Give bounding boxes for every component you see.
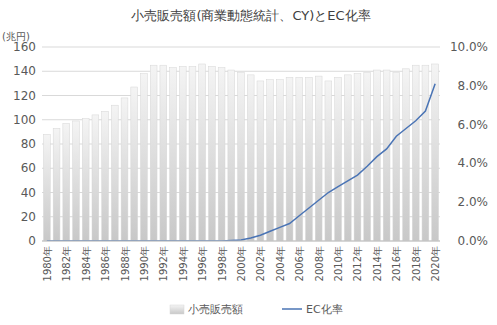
x-tick-label: 2012年 — [352, 246, 363, 281]
bar — [344, 75, 351, 241]
x-tick-label: 1980年 — [42, 246, 53, 281]
x-tick-label: 2008年 — [314, 246, 325, 281]
y2-tick — [440, 47, 443, 48]
x-tick-label: 1986年 — [100, 246, 111, 281]
bar — [82, 119, 89, 241]
bar — [208, 66, 215, 241]
marks — [43, 64, 438, 241]
bar — [218, 68, 225, 241]
bar — [43, 134, 50, 241]
y2-tick-label: 2.0% — [458, 195, 489, 209]
line — [47, 84, 435, 241]
x-tick-label: 2004年 — [275, 246, 286, 281]
bar — [170, 68, 177, 241]
bar — [403, 69, 410, 241]
x-tick-label: 2018年 — [411, 246, 422, 281]
y2-tick-label: 6.0% — [458, 118, 489, 132]
bar — [102, 111, 109, 241]
x-tick-label: 1992年 — [158, 246, 169, 281]
bar — [199, 64, 206, 241]
x-tick-label: 2014年 — [372, 246, 383, 281]
bar — [364, 72, 371, 241]
x-tick-label: 2006年 — [294, 246, 305, 281]
y2-tick-label: 4.0% — [458, 156, 489, 170]
x-tick-label: 1982年 — [61, 246, 72, 281]
y-tick-label: 120 — [13, 89, 36, 103]
bar — [325, 81, 332, 241]
y2-tick — [440, 124, 443, 125]
x-tick-label: 1998年 — [217, 246, 228, 281]
bar — [383, 70, 390, 241]
bar — [247, 75, 254, 241]
bar — [179, 66, 186, 241]
bar — [160, 65, 167, 241]
x-axis — [42, 241, 440, 242]
bar — [276, 80, 283, 241]
chart: 小売販売額(商業動態統計、CY)とEC化率(兆円)020406080100120… — [0, 0, 497, 325]
bar — [53, 128, 60, 241]
bar — [335, 77, 342, 241]
bar — [189, 66, 196, 241]
legend-label: 小売販売額 — [188, 303, 243, 316]
y-tick-label: 80 — [21, 137, 36, 151]
x-tick-label: 1996年 — [197, 246, 208, 281]
bar — [267, 80, 274, 241]
bar — [228, 70, 235, 241]
bar — [150, 65, 157, 241]
x-tick-label: 2010年 — [333, 246, 344, 281]
title: 小売販売額(商業動態統計、CY)とEC化率 — [131, 8, 370, 23]
bar — [111, 105, 118, 241]
y-tick-label: 40 — [21, 186, 36, 200]
y-tick-label: 60 — [21, 161, 36, 175]
y-tick-label: 0 — [28, 234, 36, 248]
x-tick-label: 1994年 — [178, 246, 189, 281]
x-tick-label: 2000年 — [236, 246, 247, 281]
x-tick-label: 2020年 — [430, 246, 441, 281]
y2-tick — [440, 241, 443, 242]
bar — [73, 121, 80, 241]
y-tick-label: 100 — [13, 113, 36, 127]
y-tick-label: 140 — [13, 64, 36, 78]
x-tick-label: 2016年 — [391, 246, 402, 281]
x-tick-label: 1990年 — [139, 246, 150, 281]
bar — [354, 74, 361, 241]
x-tick-label: 2002年 — [255, 246, 266, 281]
y2-tick-label: 0.0% — [458, 234, 489, 248]
bar — [141, 74, 148, 241]
y2-tick-label: 10.0% — [450, 40, 488, 54]
bar — [131, 87, 138, 241]
legend-swatch — [170, 305, 184, 314]
y2-tick-label: 8.0% — [458, 79, 489, 93]
y2-tick — [440, 202, 443, 203]
x-tick-label: 1988年 — [120, 246, 131, 281]
bar — [257, 81, 264, 241]
bar — [393, 72, 400, 241]
y-tick-label: 160 — [13, 40, 36, 54]
bar — [238, 72, 245, 241]
grid-line — [42, 47, 440, 48]
bar — [412, 65, 419, 241]
grid-line — [42, 241, 440, 242]
bar — [422, 65, 429, 241]
bar — [92, 115, 99, 241]
x-tick-label: 1984年 — [81, 246, 92, 281]
y2-tick — [440, 85, 443, 86]
bar — [286, 77, 293, 241]
bar — [306, 77, 313, 241]
y-tick-label: 20 — [21, 210, 36, 224]
legend-swatch — [282, 308, 302, 310]
bar — [63, 123, 70, 241]
bar — [121, 98, 128, 241]
y2-tick — [440, 163, 443, 164]
legend-label: EC化率 — [306, 303, 343, 316]
bar — [315, 76, 322, 241]
